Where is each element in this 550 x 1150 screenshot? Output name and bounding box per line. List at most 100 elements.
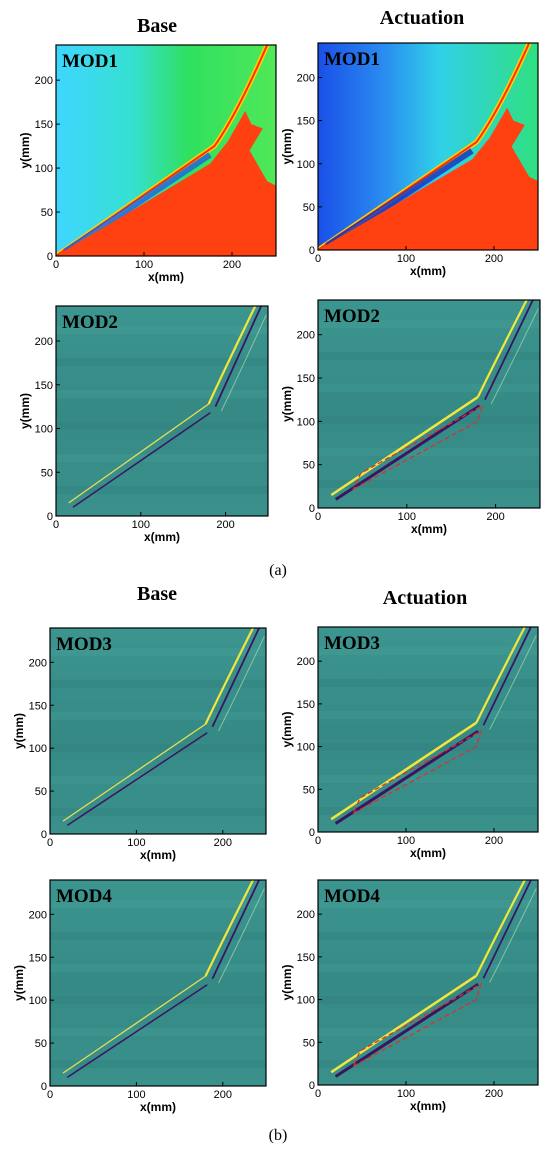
caption-b: (b) — [269, 1127, 288, 1144]
panel-mod3-base: MOD3 0 100 200 0 50 100 150 200 x(mm) y(mm) — [12, 627, 267, 862]
y-tick-label: 0 — [309, 827, 315, 839]
mod-label: MOD1 — [62, 51, 118, 72]
noise-band — [318, 743, 538, 751]
plot-frame — [49, 627, 267, 835]
y-axis-label: y(mm) — [280, 711, 294, 747]
y-axis-label: y(mm) — [12, 713, 26, 749]
col-title-base-b: Base — [137, 583, 177, 605]
x-axis-label: x(mm) — [410, 846, 446, 860]
noise-band — [50, 680, 266, 688]
panels: MOD1 0 100 200 0 50 100 150 200 x(mm) y(mm) MOD1 0 10… — [12, 42, 541, 1114]
bow-shock-bright — [207, 306, 257, 405]
field-background — [318, 880, 538, 1085]
noise-band — [318, 807, 538, 815]
plot-area — [56, 45, 276, 256]
y-tick-label: 50 — [303, 460, 315, 472]
plot-frame — [317, 299, 541, 509]
x-tick-label: 0 — [315, 835, 321, 847]
y-tick-label: 100 — [297, 416, 315, 428]
shock-line-dark — [72, 412, 211, 508]
noise-band — [50, 808, 266, 816]
model-body — [56, 110, 276, 256]
plot-area — [318, 880, 538, 1085]
y-tick-label: 150 — [297, 373, 315, 385]
mod-label: MOD4 — [324, 886, 380, 907]
noise-band — [318, 711, 538, 719]
field-background — [318, 300, 540, 508]
y-axis-label: y(mm) — [280, 128, 294, 164]
noise-band — [50, 932, 266, 940]
noise-band — [318, 996, 538, 1004]
mod-label: MOD1 — [324, 49, 380, 70]
y-tick-label: 150 — [29, 700, 47, 712]
x-tick-label: 0 — [47, 837, 53, 849]
y-tick-label: 200 — [297, 909, 315, 921]
bow-shock-dark — [484, 300, 534, 401]
noise-band — [50, 648, 266, 656]
shock-line-dark — [66, 732, 208, 827]
y-tick-label: 200 — [29, 909, 47, 921]
bow-shock-bright — [204, 880, 255, 977]
bow-shock-bright — [475, 627, 526, 724]
shock-line-dark — [334, 982, 479, 1078]
plot-frame — [55, 44, 277, 257]
bow-shock-bright — [476, 300, 528, 398]
plot-area — [56, 306, 268, 516]
noise-band — [318, 775, 538, 783]
y-tick-label: 150 — [35, 380, 53, 392]
x-tick-label: 0 — [315, 1088, 321, 1100]
noise-band — [50, 712, 266, 720]
x-axis-label: x(mm) — [411, 522, 447, 536]
panel-mod4-base: MOD4 0 100 200 0 50 100 150 200 x(mm) y(mm) — [12, 879, 267, 1114]
noise-band — [50, 1060, 266, 1068]
panel-mod2-base: MOD2 0 100 200 0 50 100 150 200 x(mm) y(mm) — [18, 305, 269, 544]
mod-label: MOD2 — [324, 306, 380, 327]
noise-band — [56, 358, 268, 366]
y-tick-label: 100 — [35, 163, 53, 175]
y-tick-label: 0 — [47, 511, 53, 523]
y-tick-label: 0 — [41, 829, 47, 841]
bow-shock-bright — [204, 628, 255, 725]
x-axis-label: x(mm) — [148, 270, 184, 284]
mod-label: MOD3 — [56, 634, 112, 655]
boundary-layer-band — [325, 148, 474, 249]
y-tick-label: 150 — [297, 699, 315, 711]
y-tick-label: 50 — [35, 1038, 47, 1050]
shock-core — [318, 43, 531, 250]
bow-shock-fringe — [218, 888, 265, 984]
plot-area — [318, 300, 540, 508]
shock-line-bright — [62, 723, 206, 822]
x-axis-label: x(mm) — [140, 848, 176, 862]
bow-shock-fringe — [489, 888, 537, 983]
x-tick-label: 100 — [397, 253, 415, 265]
x-tick-label: 100 — [397, 835, 415, 847]
model-body — [318, 107, 538, 250]
bow-shock-bright — [475, 880, 526, 977]
noise-band — [318, 352, 540, 360]
bow-shock-dark — [482, 627, 532, 726]
panel-mod1-actuation: MOD1 0 100 200 0 50 100 150 200 x(mm) y(mm) — [280, 42, 539, 278]
x-tick-label: 200 — [214, 837, 232, 849]
x-tick-label: 100 — [132, 519, 150, 531]
y-tick-label: 200 — [29, 657, 47, 669]
shock-line-dark — [334, 729, 479, 825]
x-tick-label: 0 — [53, 259, 59, 271]
y-tick-label: 50 — [41, 467, 53, 479]
y-tick-label: 200 — [297, 656, 315, 668]
bow-shock-fringe — [218, 636, 265, 732]
shock-line-dark — [66, 984, 208, 1079]
y-axis-label: y(mm) — [280, 386, 294, 422]
y-tick-label: 0 — [309, 503, 315, 515]
field-background — [50, 880, 266, 1086]
bow-shock-dark — [214, 306, 263, 407]
plot-area — [50, 880, 266, 1086]
noise-band — [318, 384, 540, 392]
plot-area — [318, 43, 538, 250]
y-tick-label: 50 — [303, 202, 315, 214]
x-axis-label: x(mm) — [410, 1099, 446, 1113]
col-title-base-a: Base — [137, 15, 177, 37]
y-tick-label: 100 — [297, 742, 315, 754]
y-tick-label: 200 — [297, 330, 315, 342]
y-tick-label: 150 — [297, 116, 315, 128]
plot-frame — [55, 305, 269, 517]
